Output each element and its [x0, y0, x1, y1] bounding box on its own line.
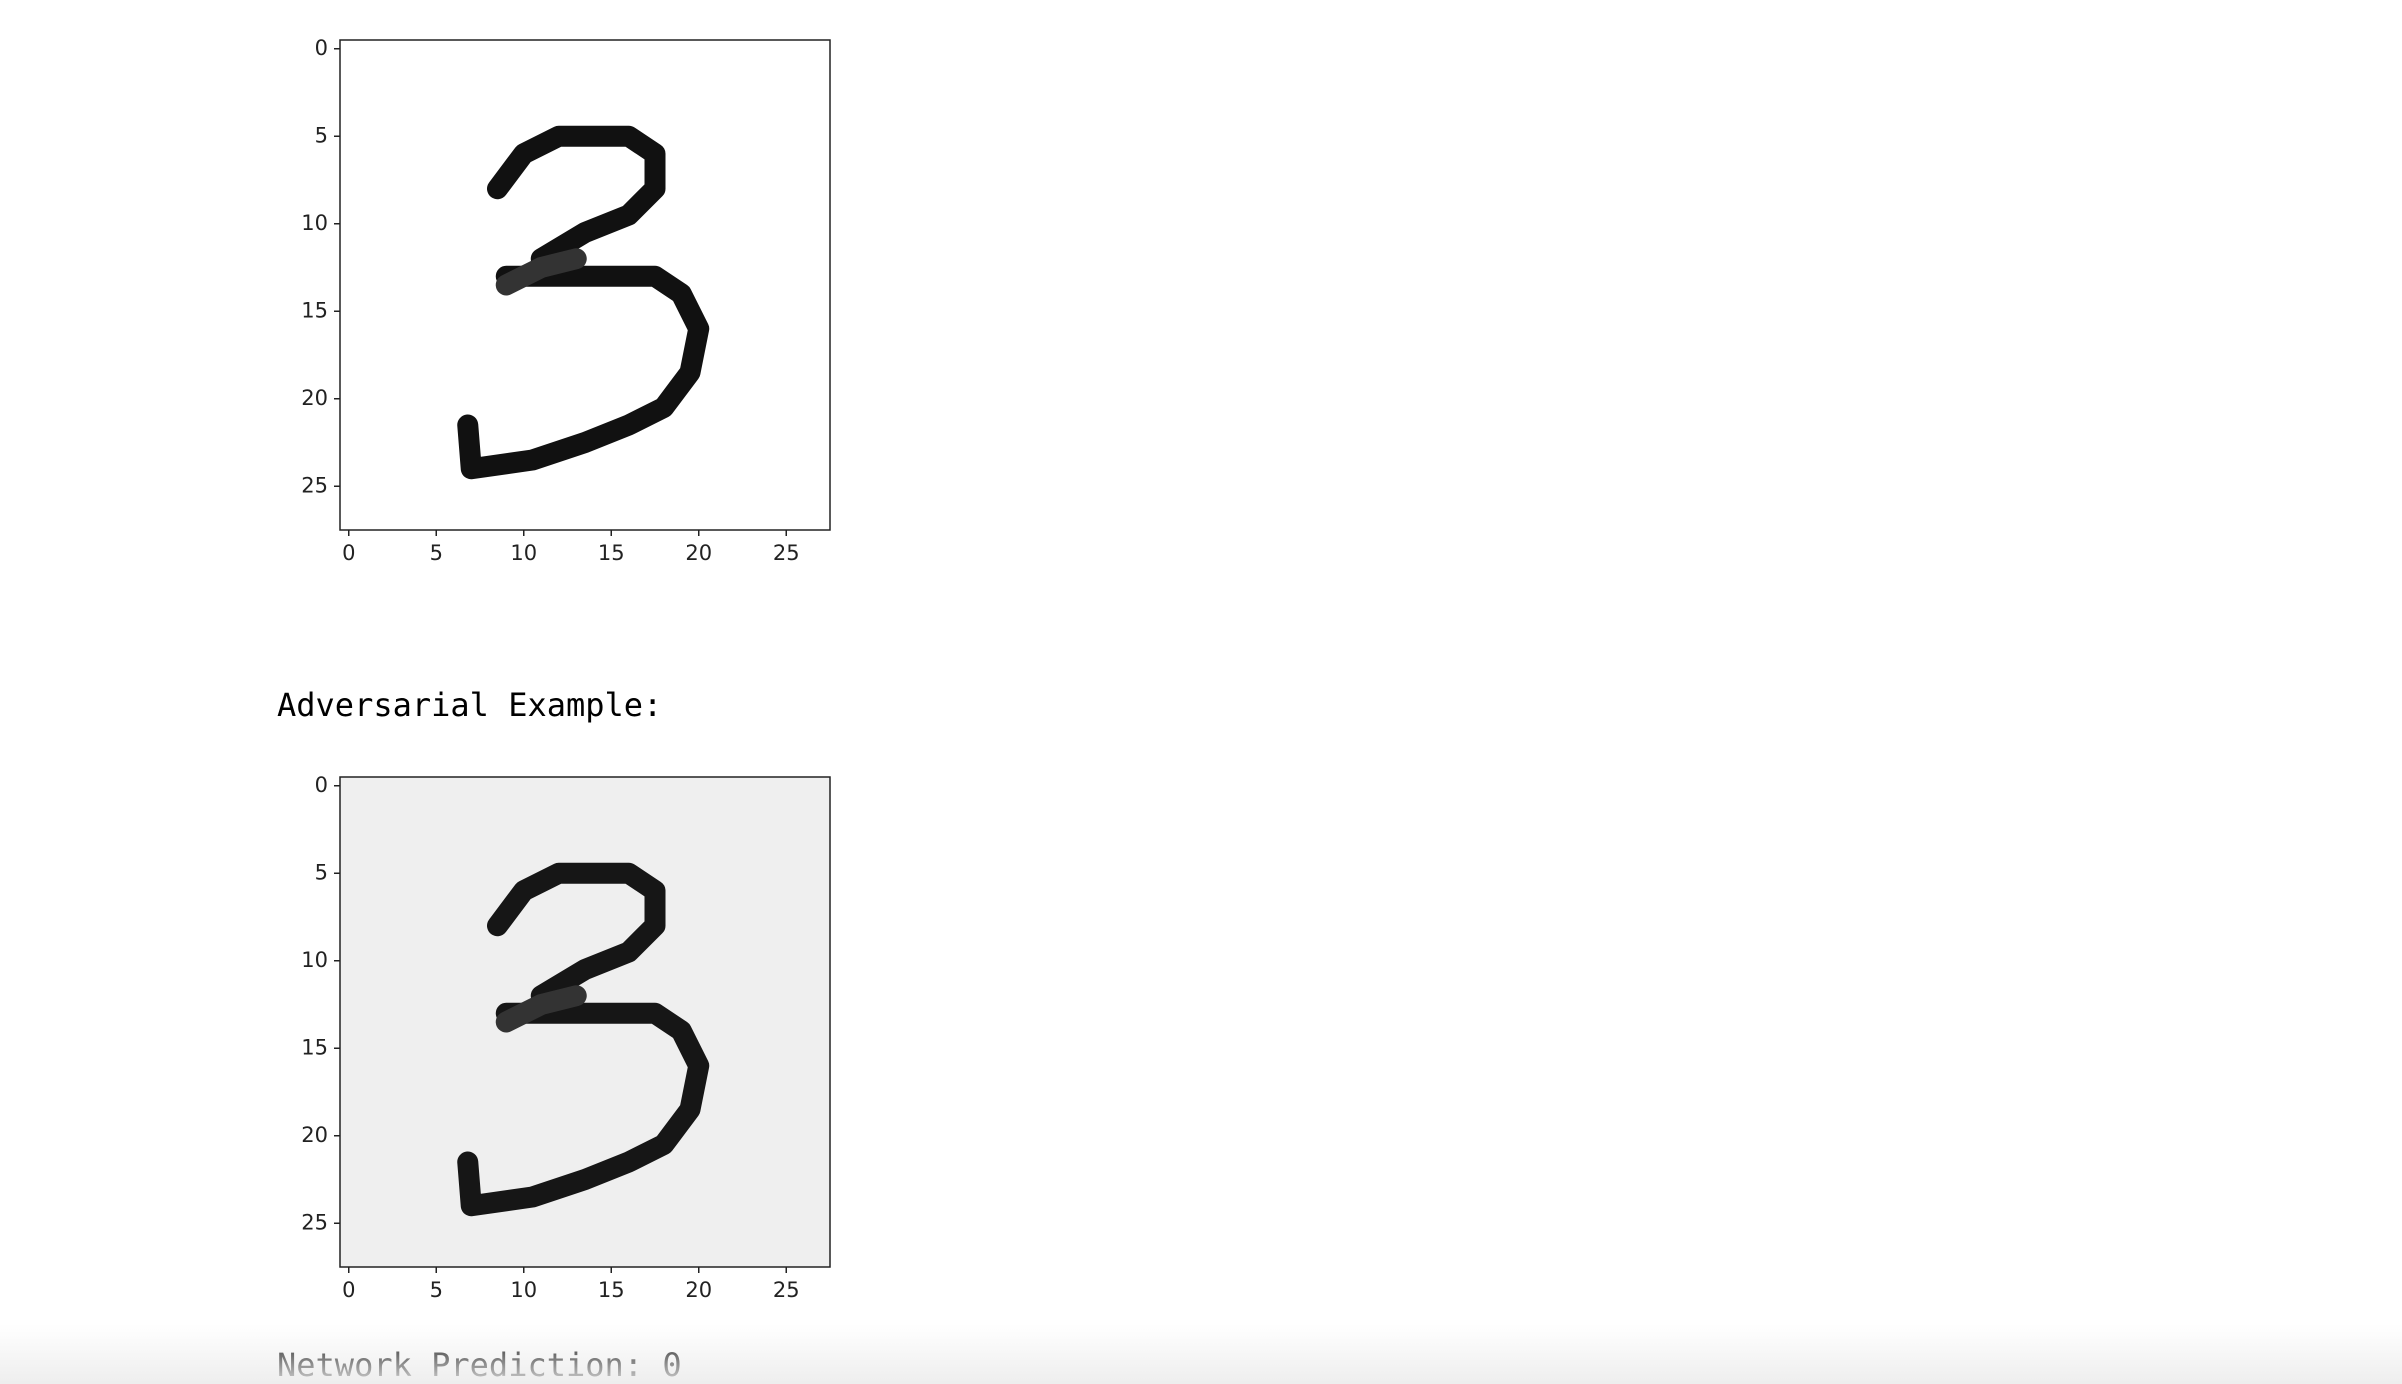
x-tick-label: 20 [685, 541, 712, 565]
y-tick-label: 15 [301, 1035, 328, 1059]
y-tick-label: 25 [301, 1210, 328, 1234]
y-tick-label: 15 [301, 298, 328, 322]
y-tick-label: 0 [315, 773, 328, 797]
x-tick-label: 10 [510, 541, 537, 565]
x-tick-label: 5 [430, 1278, 443, 1302]
axes-frame [339, 39, 831, 531]
x-tick-label: 25 [773, 1278, 800, 1302]
y-tick-label: 10 [301, 211, 328, 235]
x-tick-label: 5 [430, 541, 443, 565]
x-tick-label: 20 [685, 1278, 712, 1302]
x-tick-label: 15 [598, 541, 625, 565]
figure: 0 5 10 15 20 25 0 5 10 15 20 25 [301, 773, 831, 1302]
output-text: Network Prediction: 0 [277, 1346, 682, 1384]
y-tick-label: 5 [315, 123, 328, 147]
digit-image [457, 125, 710, 480]
x-tick-label: 25 [773, 541, 800, 565]
x-tick-label: 0 [342, 1278, 355, 1302]
y-tick-label: 5 [315, 860, 328, 884]
x-tick-label: 10 [510, 1278, 537, 1302]
y-tick-label: 20 [301, 1123, 328, 1147]
x-tick-label: 0 [342, 541, 355, 565]
y-tick-label: 25 [301, 473, 328, 497]
digit-image [457, 862, 710, 1217]
y-tick-label: 0 [315, 36, 328, 60]
figure: 0 5 10 15 20 25 0 5 10 15 20 25 [301, 36, 831, 565]
output-text: Adversarial Example: [277, 686, 663, 724]
axes-frame [339, 776, 831, 1268]
x-tick-label: 15 [598, 1278, 625, 1302]
y-tick-label: 10 [301, 948, 328, 972]
y-tick-label: 20 [301, 386, 328, 410]
